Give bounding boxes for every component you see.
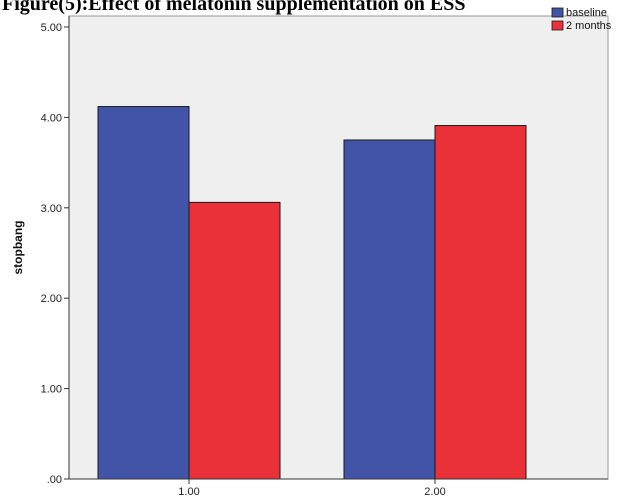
bars bbox=[97, 106, 527, 480]
y-tick-label: 1.00 bbox=[41, 384, 62, 396]
y-tick-label: 5.00 bbox=[41, 22, 62, 34]
y-tick-label: 3.00 bbox=[41, 203, 62, 215]
legend-label: 2 months bbox=[566, 20, 612, 32]
y-tick-label: 2.00 bbox=[41, 293, 62, 305]
bar-baseline-2.00 bbox=[343, 139, 436, 480]
legend-swatch bbox=[551, 7, 564, 18]
x-tick-label: 2.00 bbox=[424, 486, 445, 497]
bar-2-months-1.00 bbox=[188, 201, 281, 480]
legend-label: baseline bbox=[566, 7, 607, 19]
y-axis-ticks: .00 1.00 2.00 3.00 4.00 5.00 bbox=[41, 22, 69, 486]
y-tick-label: .00 bbox=[47, 474, 62, 486]
x-tick-label: 1.00 bbox=[178, 486, 199, 497]
x-axis-ticks: 1.00 2.00 bbox=[178, 479, 446, 497]
bar-2-months-2.00 bbox=[434, 125, 527, 480]
chart-title: Figure(5):Effect of melatonin supplement… bbox=[2, 0, 466, 15]
y-tick-label: 4.00 bbox=[41, 112, 62, 124]
y-axis-title: stopbang bbox=[11, 221, 25, 275]
bar-baseline-1.00 bbox=[97, 106, 190, 480]
legend-swatch bbox=[551, 20, 564, 31]
